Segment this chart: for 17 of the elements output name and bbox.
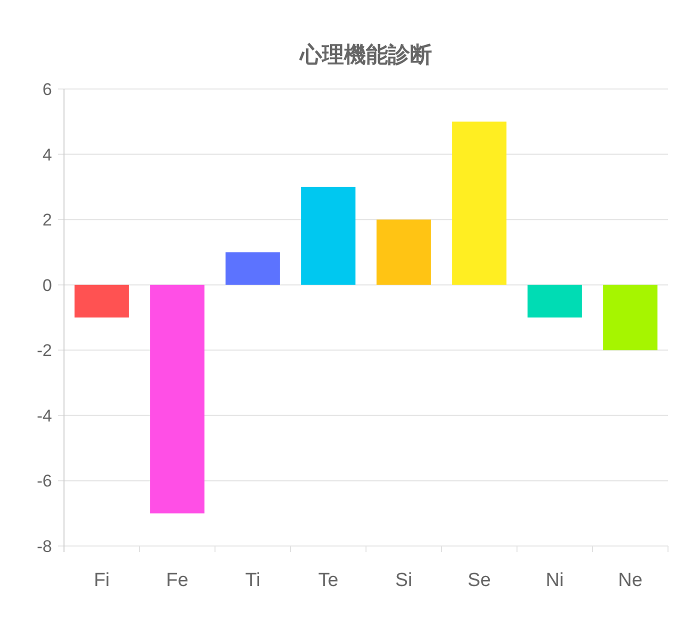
y-tick-label: -2: [36, 341, 52, 360]
x-tick-label: Te: [318, 570, 338, 591]
x-tick-label: Si: [395, 570, 412, 591]
x-tick-label: Fe: [166, 570, 188, 591]
chart-title: 心理機能診断: [299, 42, 432, 67]
x-tick-label: Se: [468, 570, 491, 591]
y-tick-label: -6: [36, 472, 52, 491]
x-tick-label: Ni: [546, 570, 564, 591]
x-tick-label: Ne: [618, 570, 642, 591]
y-tick-label: 6: [42, 80, 52, 99]
x-tick-label: Ti: [245, 570, 260, 591]
y-tick-label: 0: [42, 276, 52, 295]
y-tick-label: 4: [42, 145, 52, 164]
y-tick-label: 2: [42, 210, 52, 230]
y-tick-label: -4: [36, 406, 52, 426]
x-tick-label: Fi: [94, 570, 110, 591]
y-tick-label: -8: [36, 537, 52, 556]
